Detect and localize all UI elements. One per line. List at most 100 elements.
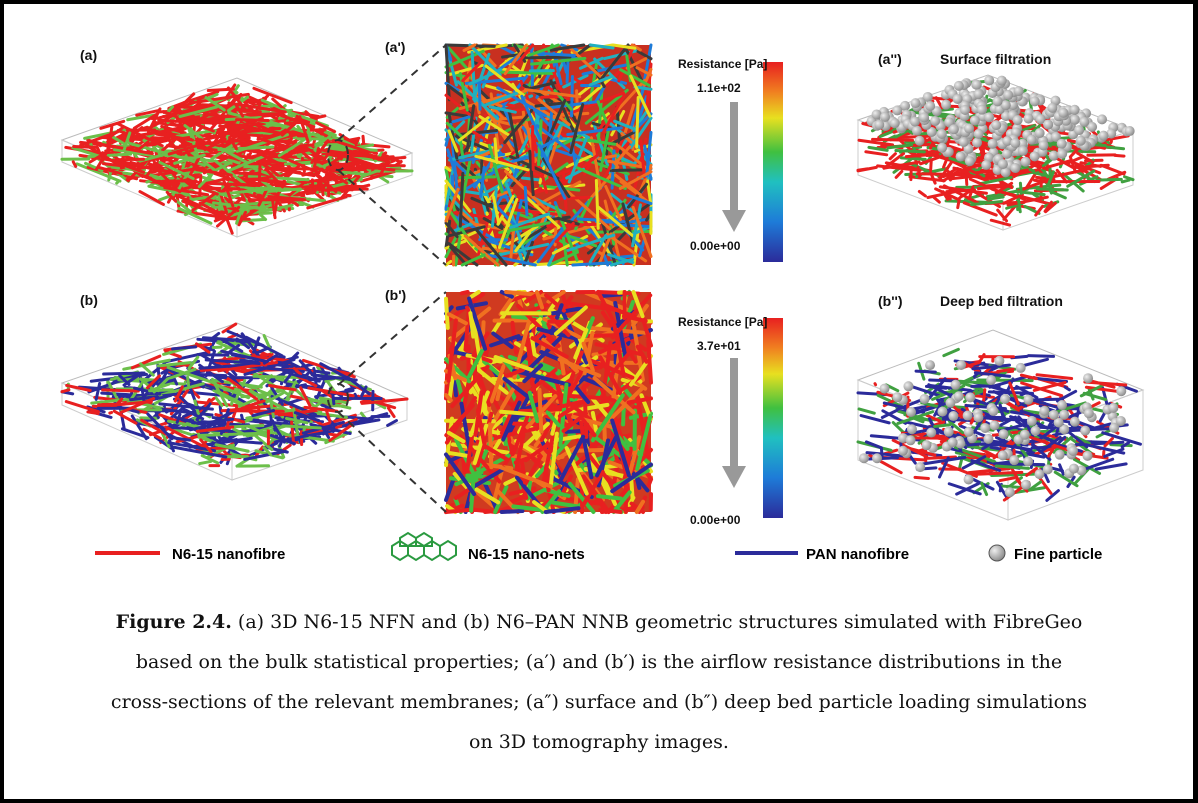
illustration-element bbox=[1083, 451, 1093, 461]
illustration-element bbox=[110, 412, 112, 413]
illustration-element bbox=[998, 450, 1008, 460]
illustration-element bbox=[1109, 423, 1119, 433]
illustration-element bbox=[1027, 135, 1037, 145]
illustration-element bbox=[1010, 163, 1020, 173]
panel-label: (a) bbox=[80, 47, 97, 63]
illustration-element bbox=[1013, 115, 1023, 125]
illustration-element bbox=[978, 380, 1032, 381]
illustration-element bbox=[880, 384, 890, 394]
caption-line: on 3D tomography images. bbox=[0, 722, 1198, 762]
illustration-element bbox=[448, 453, 466, 456]
illustration-element bbox=[1023, 395, 1033, 405]
illustration-element bbox=[631, 478, 632, 499]
illustration-element bbox=[259, 166, 260, 185]
illustration-element bbox=[892, 392, 902, 402]
illustration-element bbox=[898, 446, 908, 456]
illustration-element bbox=[1009, 455, 1019, 465]
illustration-element bbox=[1016, 363, 1026, 373]
illustration-element bbox=[953, 94, 963, 104]
illustration-element bbox=[1047, 103, 1057, 113]
illustration-element bbox=[522, 57, 570, 58]
illustration-element bbox=[502, 511, 523, 512]
illustration-element bbox=[1024, 114, 1034, 124]
illustration-element bbox=[1031, 426, 1041, 436]
illustration-element bbox=[495, 139, 497, 163]
illustration-element bbox=[859, 453, 869, 463]
illustration-element bbox=[956, 360, 966, 370]
illustration-element bbox=[964, 123, 974, 133]
illustration-element bbox=[937, 407, 947, 417]
panel-label: (a') bbox=[385, 39, 405, 55]
illustration-element bbox=[906, 435, 916, 445]
illustration-element bbox=[74, 147, 96, 148]
legend-label: N6-15 nano-nets bbox=[468, 546, 585, 563]
illustration-element bbox=[951, 380, 961, 390]
illustration-element bbox=[925, 360, 935, 370]
illustration-element bbox=[1125, 126, 1135, 136]
illustration-element bbox=[921, 440, 931, 450]
illustration-element bbox=[991, 120, 1001, 130]
panel-label: (b) bbox=[80, 292, 98, 308]
illustration-element bbox=[986, 375, 996, 385]
illustration-element bbox=[984, 75, 994, 85]
illustration-element bbox=[974, 89, 984, 99]
illustration-element bbox=[1083, 373, 1093, 383]
illustration-element bbox=[892, 105, 902, 115]
illustration-element bbox=[901, 158, 925, 159]
figure: (a) (a') Resistance [Pa] 1.1e+02 0.00e+0… bbox=[0, 0, 1198, 600]
illustration-element bbox=[539, 390, 541, 431]
illustration-element bbox=[1076, 136, 1086, 146]
illustration-element bbox=[937, 129, 947, 139]
illustration-element bbox=[446, 206, 447, 209]
illustration-element bbox=[272, 168, 323, 169]
illustration-element bbox=[994, 356, 1004, 366]
illustration-element bbox=[144, 127, 148, 128]
colorbar bbox=[763, 318, 783, 518]
illustration-element bbox=[532, 45, 533, 91]
illustration-element bbox=[649, 479, 651, 485]
illustration-element bbox=[988, 406, 998, 416]
illustration-element bbox=[117, 182, 118, 183]
illustration-element bbox=[1079, 117, 1089, 127]
illustration-element bbox=[974, 129, 984, 139]
illustration-element bbox=[1057, 400, 1067, 410]
caption-line: cross-sections of the relevant membranes… bbox=[0, 682, 1198, 722]
illustration-element bbox=[949, 124, 959, 134]
illustration-element bbox=[525, 188, 527, 215]
illustration-element bbox=[543, 54, 575, 56]
illustration-element bbox=[1097, 114, 1107, 124]
illustration-element bbox=[898, 136, 931, 137]
illustration-element bbox=[460, 177, 495, 178]
illustration-element bbox=[965, 156, 975, 166]
illustration-element bbox=[896, 151, 924, 152]
caption-line: Figure 2.4. (a) 3D N6-15 NFN and (b) N6–… bbox=[0, 602, 1198, 642]
illustration-element bbox=[1108, 403, 1118, 413]
illustration-element bbox=[980, 423, 990, 433]
illustration-element bbox=[993, 96, 1003, 106]
illustration-element bbox=[915, 477, 928, 478]
illustration-element bbox=[283, 426, 321, 428]
illustration-element bbox=[965, 392, 975, 402]
illustration-element bbox=[973, 412, 983, 422]
illustration-element bbox=[1043, 464, 1053, 474]
colorbar-title: Resistance [Pa] bbox=[678, 315, 767, 329]
illustration-element bbox=[920, 394, 930, 404]
illustration-element bbox=[637, 97, 639, 147]
illustration-element bbox=[907, 424, 917, 434]
illustration-element bbox=[522, 464, 525, 483]
illustration-element bbox=[333, 395, 334, 403]
colorbar-title: Resistance [Pa] bbox=[678, 57, 767, 71]
page: (a) (a') Resistance [Pa] 1.1e+02 0.00e+0… bbox=[0, 0, 1198, 803]
illustration-element bbox=[1097, 179, 1122, 180]
illustration-element bbox=[339, 155, 365, 156]
illustration-element bbox=[1084, 408, 1094, 418]
illustration-element bbox=[971, 472, 1022, 474]
illustration-element bbox=[954, 81, 964, 91]
illustration-element bbox=[613, 170, 642, 171]
legend-label: Fine particle bbox=[1014, 546, 1102, 563]
illustration-element bbox=[188, 377, 189, 385]
illustration-element bbox=[890, 118, 900, 128]
illustration-element bbox=[972, 80, 982, 90]
illustration-element bbox=[1099, 131, 1109, 141]
illustration-element bbox=[1080, 426, 1090, 436]
